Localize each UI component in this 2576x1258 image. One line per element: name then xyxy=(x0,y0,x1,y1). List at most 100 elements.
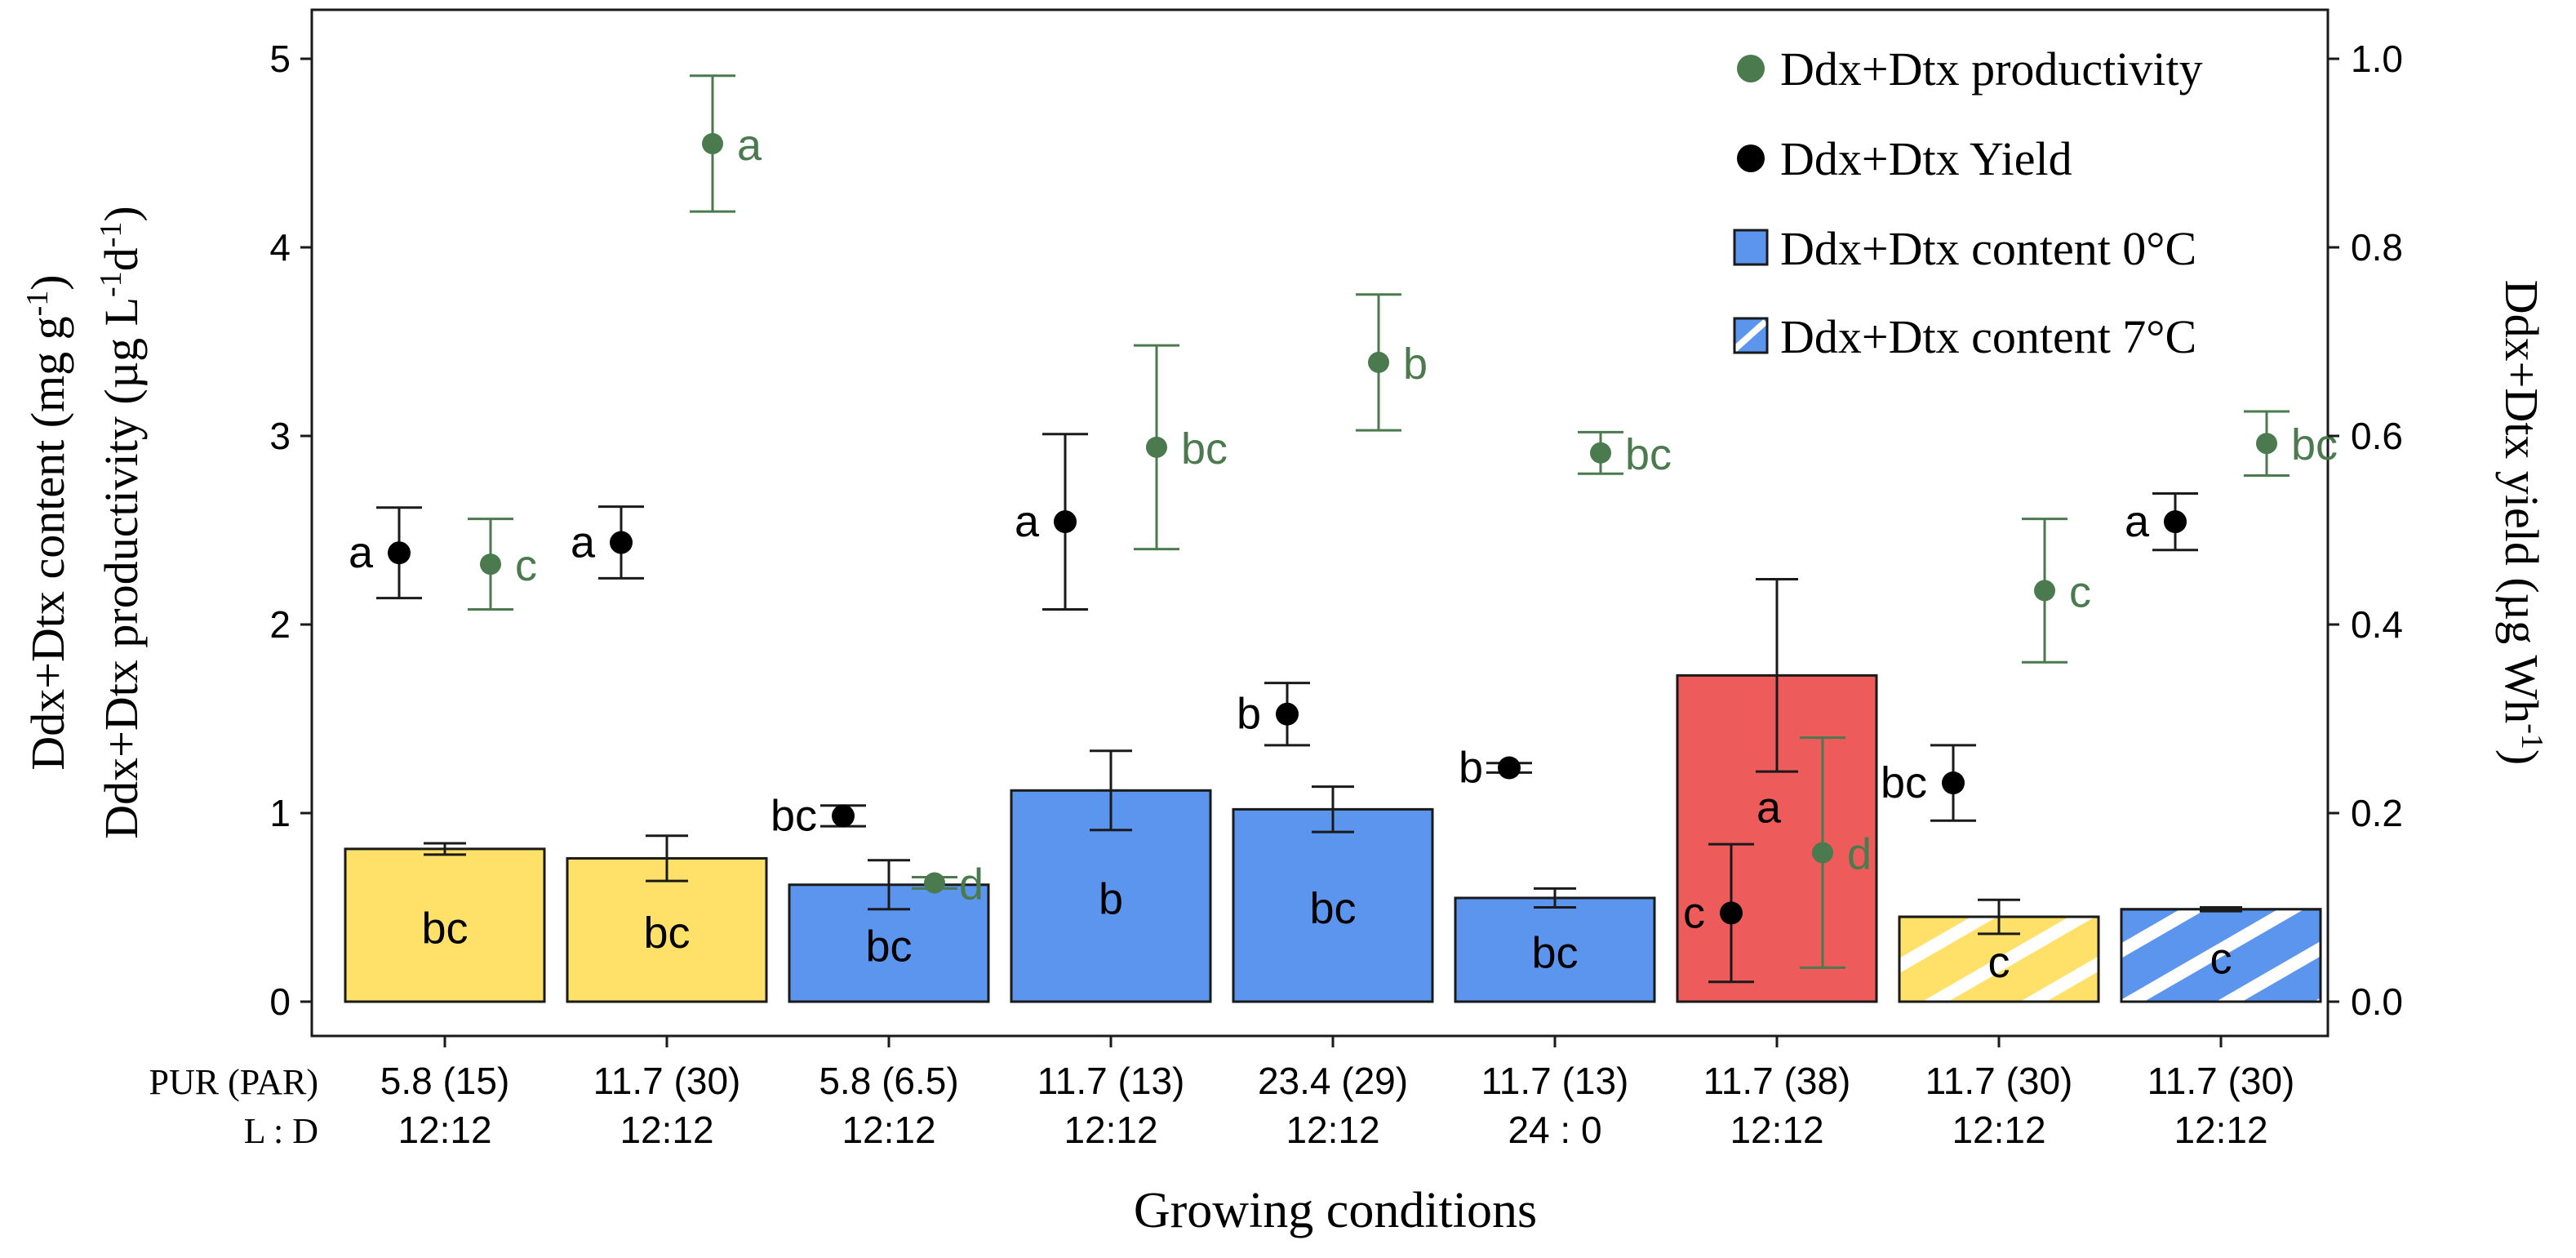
legend-item: Ddx+Dtx productivity xyxy=(1737,42,2203,96)
right-tick-label: 0.2 xyxy=(2351,792,2403,834)
bar-error-bar xyxy=(646,834,688,882)
productivity-point: a xyxy=(690,74,762,213)
x-tick-label-ld: 12:12 xyxy=(1286,1109,1379,1151)
x-tick-label-pur: 11.7 (30) xyxy=(2147,1060,2295,1102)
yield-point: a xyxy=(1015,433,1088,611)
legend-swatch xyxy=(1737,55,1765,82)
yield-point: a xyxy=(571,505,644,580)
bar-rect xyxy=(566,856,768,1003)
bar-label: bc xyxy=(421,904,468,953)
productivity-point: d xyxy=(1800,736,1872,969)
right-tick-label: 0.8 xyxy=(2351,226,2403,269)
x-tick-label-pur: 11.7 (38) xyxy=(1703,1060,1851,1102)
bar-rect xyxy=(1232,807,1434,1003)
yield-marker xyxy=(1498,756,1521,780)
productivity-label: a xyxy=(737,121,762,170)
yield-label: b xyxy=(1459,744,1483,793)
x-tick-label-pur: 5.8 (6.5) xyxy=(819,1060,958,1102)
legend: Ddx+Dtx productivity Ddx+Dtx Yield Ddx+Dtx… xyxy=(1732,42,2203,363)
yield-marker xyxy=(1054,510,1077,534)
svg-text:Ddx+Dtx yield (µg Wh-1): Ddx+Dtx yield (µg Wh-1) xyxy=(2495,280,2549,765)
x-tick-label-ld: 12:12 xyxy=(398,1109,491,1151)
productivity-marker xyxy=(1812,842,1833,864)
bar: bc xyxy=(1454,896,1656,1003)
bar-error-bar xyxy=(1090,749,1132,832)
x-tick-label-ld: 12:12 xyxy=(620,1109,713,1151)
productivity-point: bc xyxy=(1134,344,1228,551)
y-right-title-text: Ddx+Dtx yield (µg Wh xyxy=(2495,280,2548,724)
right-axis: 0.0 0.2 0.4 0.6 0.8 1.0 xyxy=(2328,38,2403,1023)
legend-swatch xyxy=(1737,144,1765,172)
bar: bc xyxy=(1232,807,1434,1003)
productivity-marker xyxy=(1590,442,1611,464)
productivity-point: bc xyxy=(2244,410,2338,478)
x-tick-label-ld: 12:12 xyxy=(1064,1109,1157,1151)
bar-error-bar xyxy=(2200,906,2242,913)
y-right-title-sup: -1 xyxy=(2515,723,2549,749)
x-tick-label-pur: 5.8 (15) xyxy=(380,1060,510,1102)
right-tick-label: 0.0 xyxy=(2351,980,2403,1023)
bar: c xyxy=(2120,908,2322,1003)
x-tick-label-pur: 11.7 (13) xyxy=(1481,1060,1629,1102)
yield-label: a xyxy=(2125,497,2150,546)
svg-text:Ddx+Dtx content (mg g-1): Ddx+Dtx content (mg g-1) xyxy=(20,274,74,770)
productivity-point: c xyxy=(2022,518,2091,664)
y-left-title-2-end: ) xyxy=(95,206,148,221)
yield-label: bc xyxy=(771,791,817,840)
left-tick-label: 2 xyxy=(269,603,291,646)
bar: bc xyxy=(344,847,546,1003)
yield-marker xyxy=(610,531,633,554)
y-right-title-end: ) xyxy=(2495,749,2548,765)
yield-marker xyxy=(1276,702,1299,726)
left-axis: 0 1 2 3 4 5 xyxy=(269,38,312,1023)
yield-point: bc xyxy=(1881,744,1976,822)
left-tick-label: 4 xyxy=(269,226,291,269)
bar-label: b xyxy=(1099,875,1123,924)
y-left-title-2-sup2: -1 xyxy=(94,222,128,248)
bar-hatch xyxy=(2120,908,2322,1003)
yield-point: a xyxy=(349,506,422,600)
productivity-point: d xyxy=(912,860,984,909)
bar-label: c xyxy=(1988,938,2010,987)
bar-error-bar xyxy=(1756,578,1798,773)
x-tick-label-ld: 12:12 xyxy=(1952,1109,2045,1151)
x-tick-label-pur: 11.7 (13) xyxy=(1037,1060,1185,1102)
legend-label: Ddx+Dtx productivity xyxy=(1780,42,2203,96)
left-tick-label: 0 xyxy=(269,980,291,1023)
y-axis-right-title: Ddx+Dtx yield (µg Wh-1) xyxy=(2495,280,2549,765)
bar-label: bc xyxy=(865,922,912,971)
yield-marker xyxy=(1720,901,1743,925)
y-axis-left-title-2: Ddx+Dtx productivity (µg L-1d-1) xyxy=(94,206,148,838)
y-left-title-2-text: Ddx+Dtx productivity (µg L xyxy=(95,297,148,839)
svg-text:Ddx+Dtx productivity (µg L-1d-: Ddx+Dtx productivity (µg L-1d-1) xyxy=(94,206,148,838)
bar-label: a xyxy=(1757,784,1782,833)
legend-swatch xyxy=(1733,229,1769,266)
bar-error-bar xyxy=(868,859,910,911)
x-tick-label-ld: 12:12 xyxy=(842,1109,935,1151)
bar-rect xyxy=(344,847,546,1003)
y-left-title-1-sup: -1 xyxy=(20,291,55,317)
productivity-label: bc xyxy=(1625,430,1672,479)
x-tick-label-ld: 24 : 0 xyxy=(1508,1109,1601,1151)
bar-error-bar xyxy=(1312,785,1354,833)
productivity-label: b xyxy=(1403,340,1428,389)
productivity-point: c xyxy=(468,518,537,611)
x-tick-label-pur: 23.4 (29) xyxy=(1258,1060,1408,1102)
left-tick-label: 5 xyxy=(269,38,291,80)
yield-label: c xyxy=(1683,888,1705,937)
yield-label: bc xyxy=(1881,758,1927,807)
productivity-marker xyxy=(2034,580,2055,602)
productivity-marker xyxy=(1146,436,1167,458)
yield-label: b xyxy=(1237,690,1261,739)
productivity-marker xyxy=(924,872,945,894)
bar-error-bar xyxy=(1978,898,2020,936)
x-tick-label-pur: 11.7 (30) xyxy=(593,1060,741,1102)
productivity-label: c xyxy=(2069,567,2091,616)
bar: bc xyxy=(566,856,768,1003)
productivity-marker xyxy=(2256,433,2277,455)
x-tick-label-pur: 11.7 (30) xyxy=(1925,1060,2073,1102)
y-left-title-2-mid: d xyxy=(95,247,148,271)
